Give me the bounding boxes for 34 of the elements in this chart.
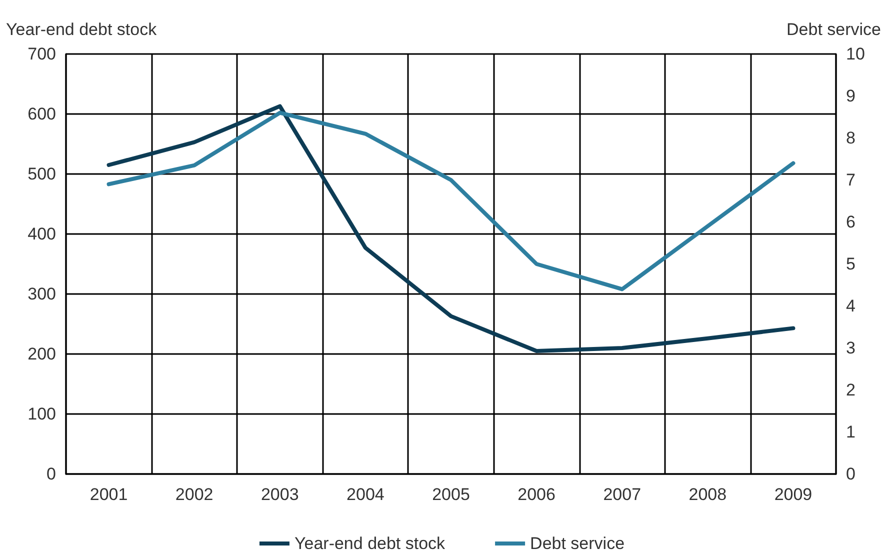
y-tick-label: 300 — [28, 284, 56, 304]
y2-tick-label: 4 — [846, 296, 856, 316]
line-series — [106, 110, 796, 292]
y2-tick-label: 1 — [846, 422, 856, 442]
x-tick-label: 2004 — [346, 485, 384, 504]
x-tick-label: 2001 — [90, 485, 128, 504]
y-axis-title: Year-end debt stock — [6, 20, 158, 39]
y-tick-label: 0 — [46, 464, 56, 484]
x-tick-label: 2006 — [518, 485, 556, 504]
y-tick-label: 100 — [28, 404, 56, 424]
x-tick-label: 2005 — [432, 485, 470, 504]
y2-tick-label: 7 — [846, 170, 856, 190]
y2-tick-label: 2 — [846, 380, 856, 400]
y2-tick-label: 8 — [846, 128, 856, 148]
y-tick-label: 700 — [28, 44, 56, 64]
y-tick-label: 600 — [28, 104, 56, 124]
y2-tick-label: 9 — [846, 86, 856, 106]
y2-tick-label: 6 — [846, 212, 856, 232]
y2-tick-label: 5 — [846, 254, 856, 274]
x-tick-label: 2009 — [774, 485, 812, 504]
x-tick-label: 2007 — [603, 485, 642, 504]
y2-axis-title: Debt service — [786, 20, 881, 39]
x-tick-label: 2003 — [260, 485, 299, 504]
y2-tick-label: 3 — [846, 338, 856, 358]
y-tick-label: 200 — [28, 344, 56, 364]
legend-label: Debt service — [530, 534, 625, 553]
line-series — [106, 104, 796, 353]
y-tick-label: 400 — [28, 224, 56, 244]
y2-tick-label: 0 — [846, 464, 856, 484]
y-tick-label: 500 — [28, 164, 56, 184]
x-tick-label: 2008 — [688, 485, 727, 504]
legend-label: Year-end debt stock — [294, 534, 446, 553]
y2-tick-label: 10 — [846, 44, 865, 64]
x-tick-label: 2002 — [175, 485, 214, 504]
